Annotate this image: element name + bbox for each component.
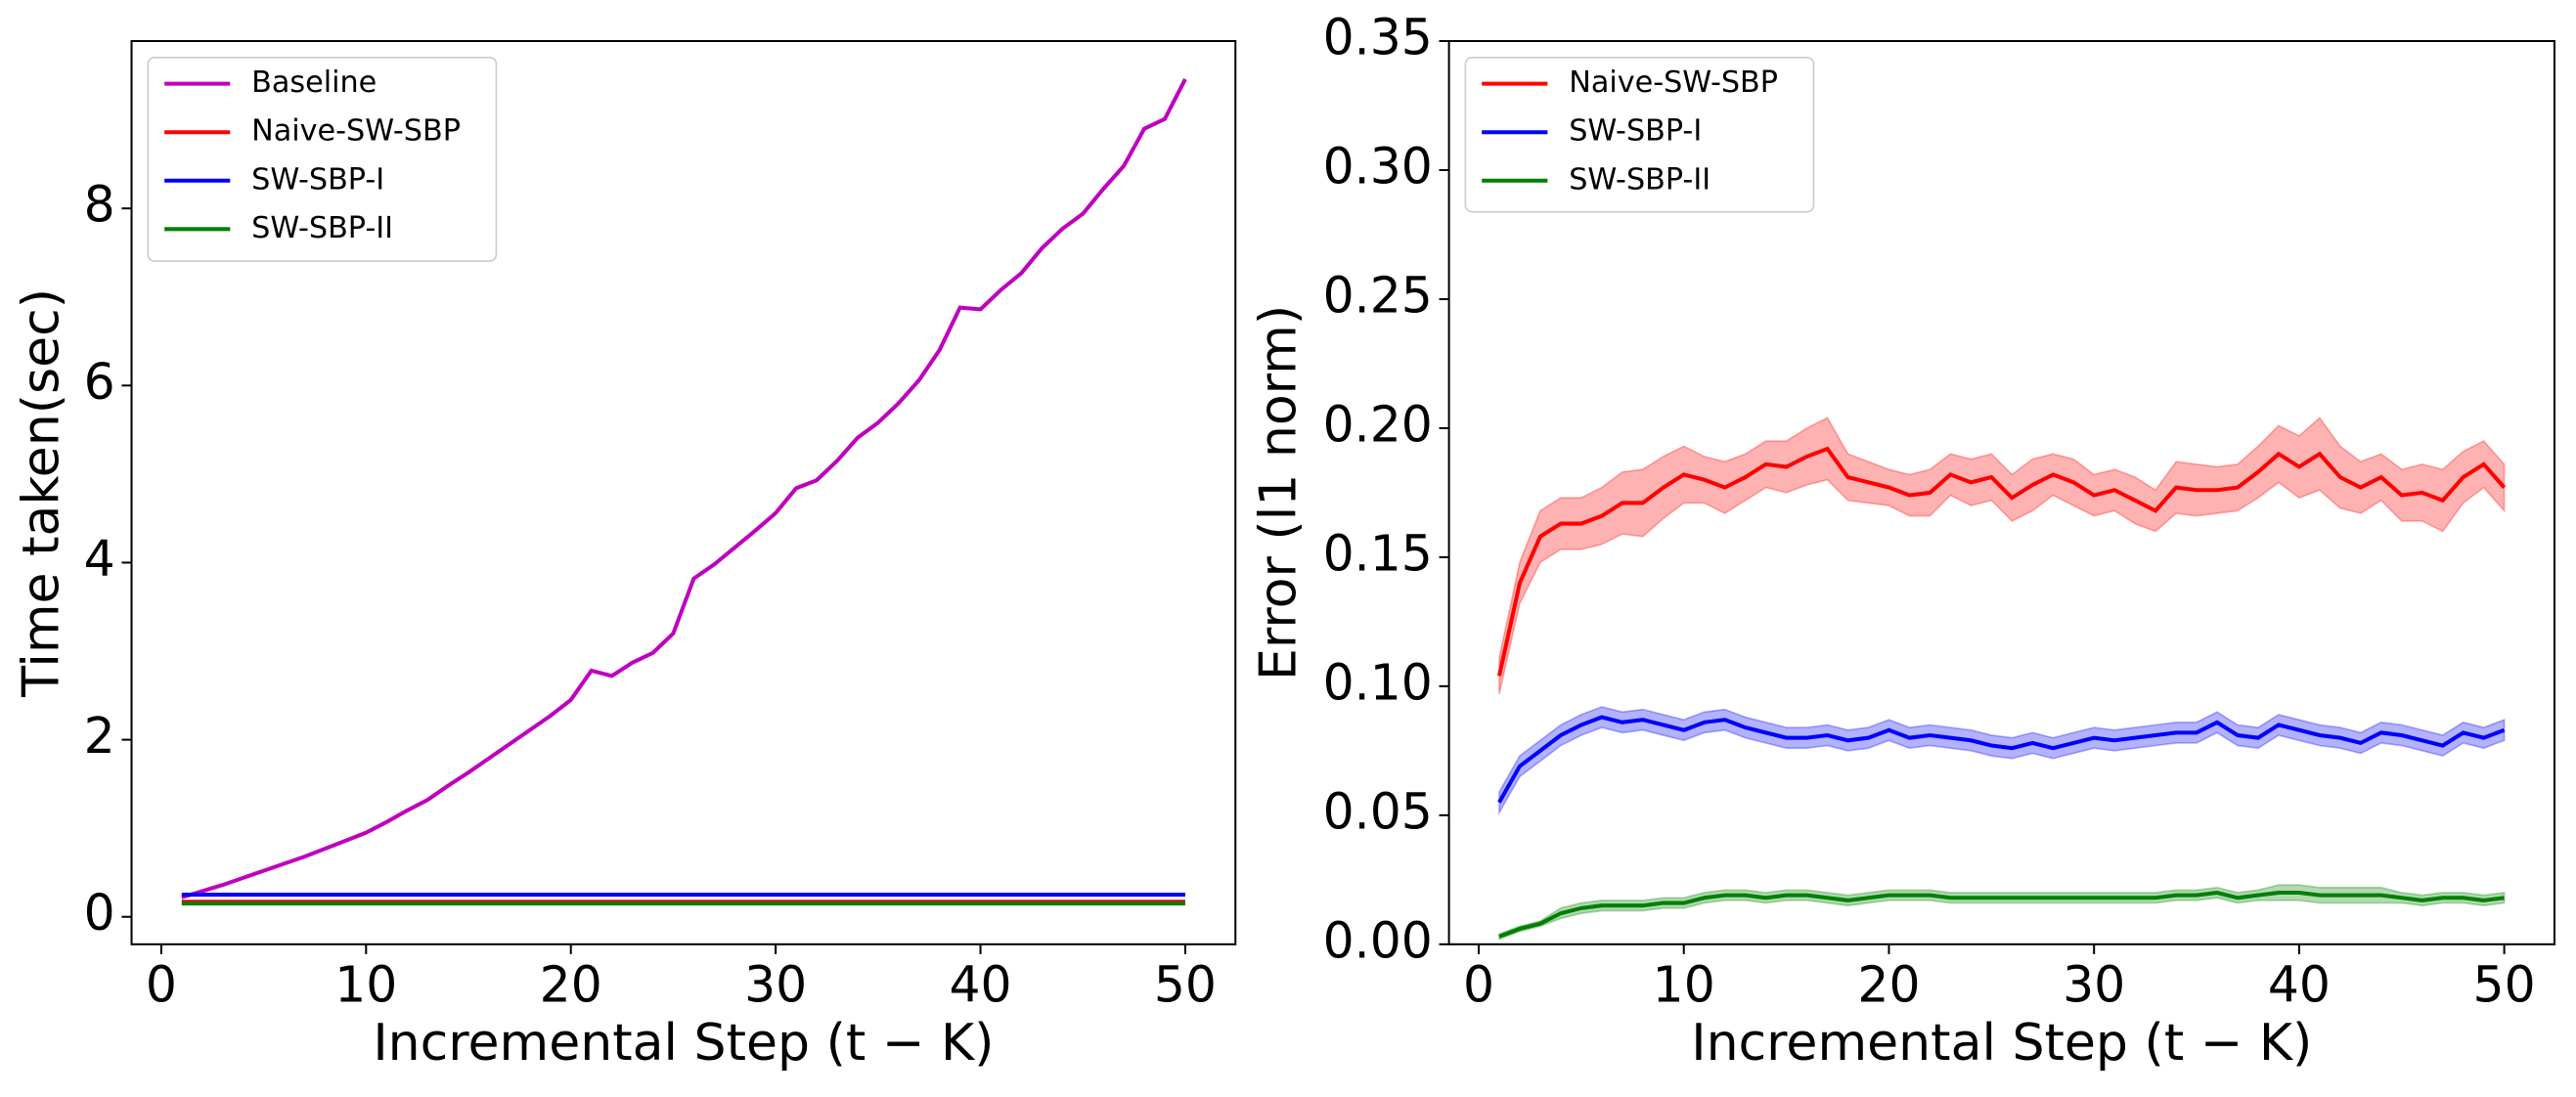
legend-label: SW-SBP-I [1569,114,1702,149]
x-tick-label: 10 [334,956,397,1014]
x-tick-label: 30 [2063,956,2125,1014]
legend-label: Naive-SW-SBP [1569,66,1778,100]
x-tick-label: 50 [1154,956,1217,1014]
y-tick-label: 2 [84,707,115,765]
x-tick-label: 40 [2268,956,2331,1014]
y-tick-label: 0.30 [1323,137,1433,195]
error-band [1498,706,2506,816]
x-tick-label: 50 [2473,956,2536,1014]
legend-label: Baseline [251,66,377,100]
y-axis-label: Time taken(sec) [13,288,71,698]
axes-frame [1447,39,2556,945]
x-tick-label: 0 [146,956,177,1014]
axes-frame [130,39,1237,945]
y-tick-label: 6 [84,353,115,411]
series-line [1498,890,2505,939]
x-tick-label: 30 [744,956,807,1014]
legend-box [1464,56,1815,213]
y-tick-label: 8 [84,176,115,234]
legend-label: SW-SBP-II [1569,162,1710,197]
y-tick-label: 0.05 [1323,782,1433,840]
x-tick-label: 20 [1857,956,1920,1014]
legend-label: SW-SBP-II [251,211,393,245]
y-axis-label: Error (l1 norm) [1249,305,1308,680]
y-tick-label: 0 [84,884,115,942]
y-tick-label: 4 [84,530,115,588]
error-band [1498,884,2506,941]
legend-box [147,56,498,262]
y-tick-label: 0.35 [1323,8,1433,66]
x-tick-label: 40 [949,956,1011,1014]
y-tick-label: 0.15 [1323,524,1433,582]
y-tick-label: 0.25 [1323,266,1433,324]
series-line [181,78,1187,900]
y-tick-label: 0.20 [1323,395,1433,453]
x-axis-label: Incremental Step (t − K) [1691,1014,2312,1073]
x-tick-label: 20 [540,956,602,1014]
legend-label: SW-SBP-I [251,162,384,197]
error-band [1498,417,2506,694]
x-axis-label: Incremental Step (t − K) [373,1014,994,1073]
x-tick-label: 0 [1463,956,1494,1014]
y-tick-label: 0.10 [1323,653,1433,711]
series-line [1497,715,2506,804]
legend-label: Naive-SW-SBP [251,114,461,149]
series-line [1497,446,2507,677]
y-tick-label: 0.00 [1323,911,1433,969]
x-tick-label: 10 [1653,956,1715,1014]
